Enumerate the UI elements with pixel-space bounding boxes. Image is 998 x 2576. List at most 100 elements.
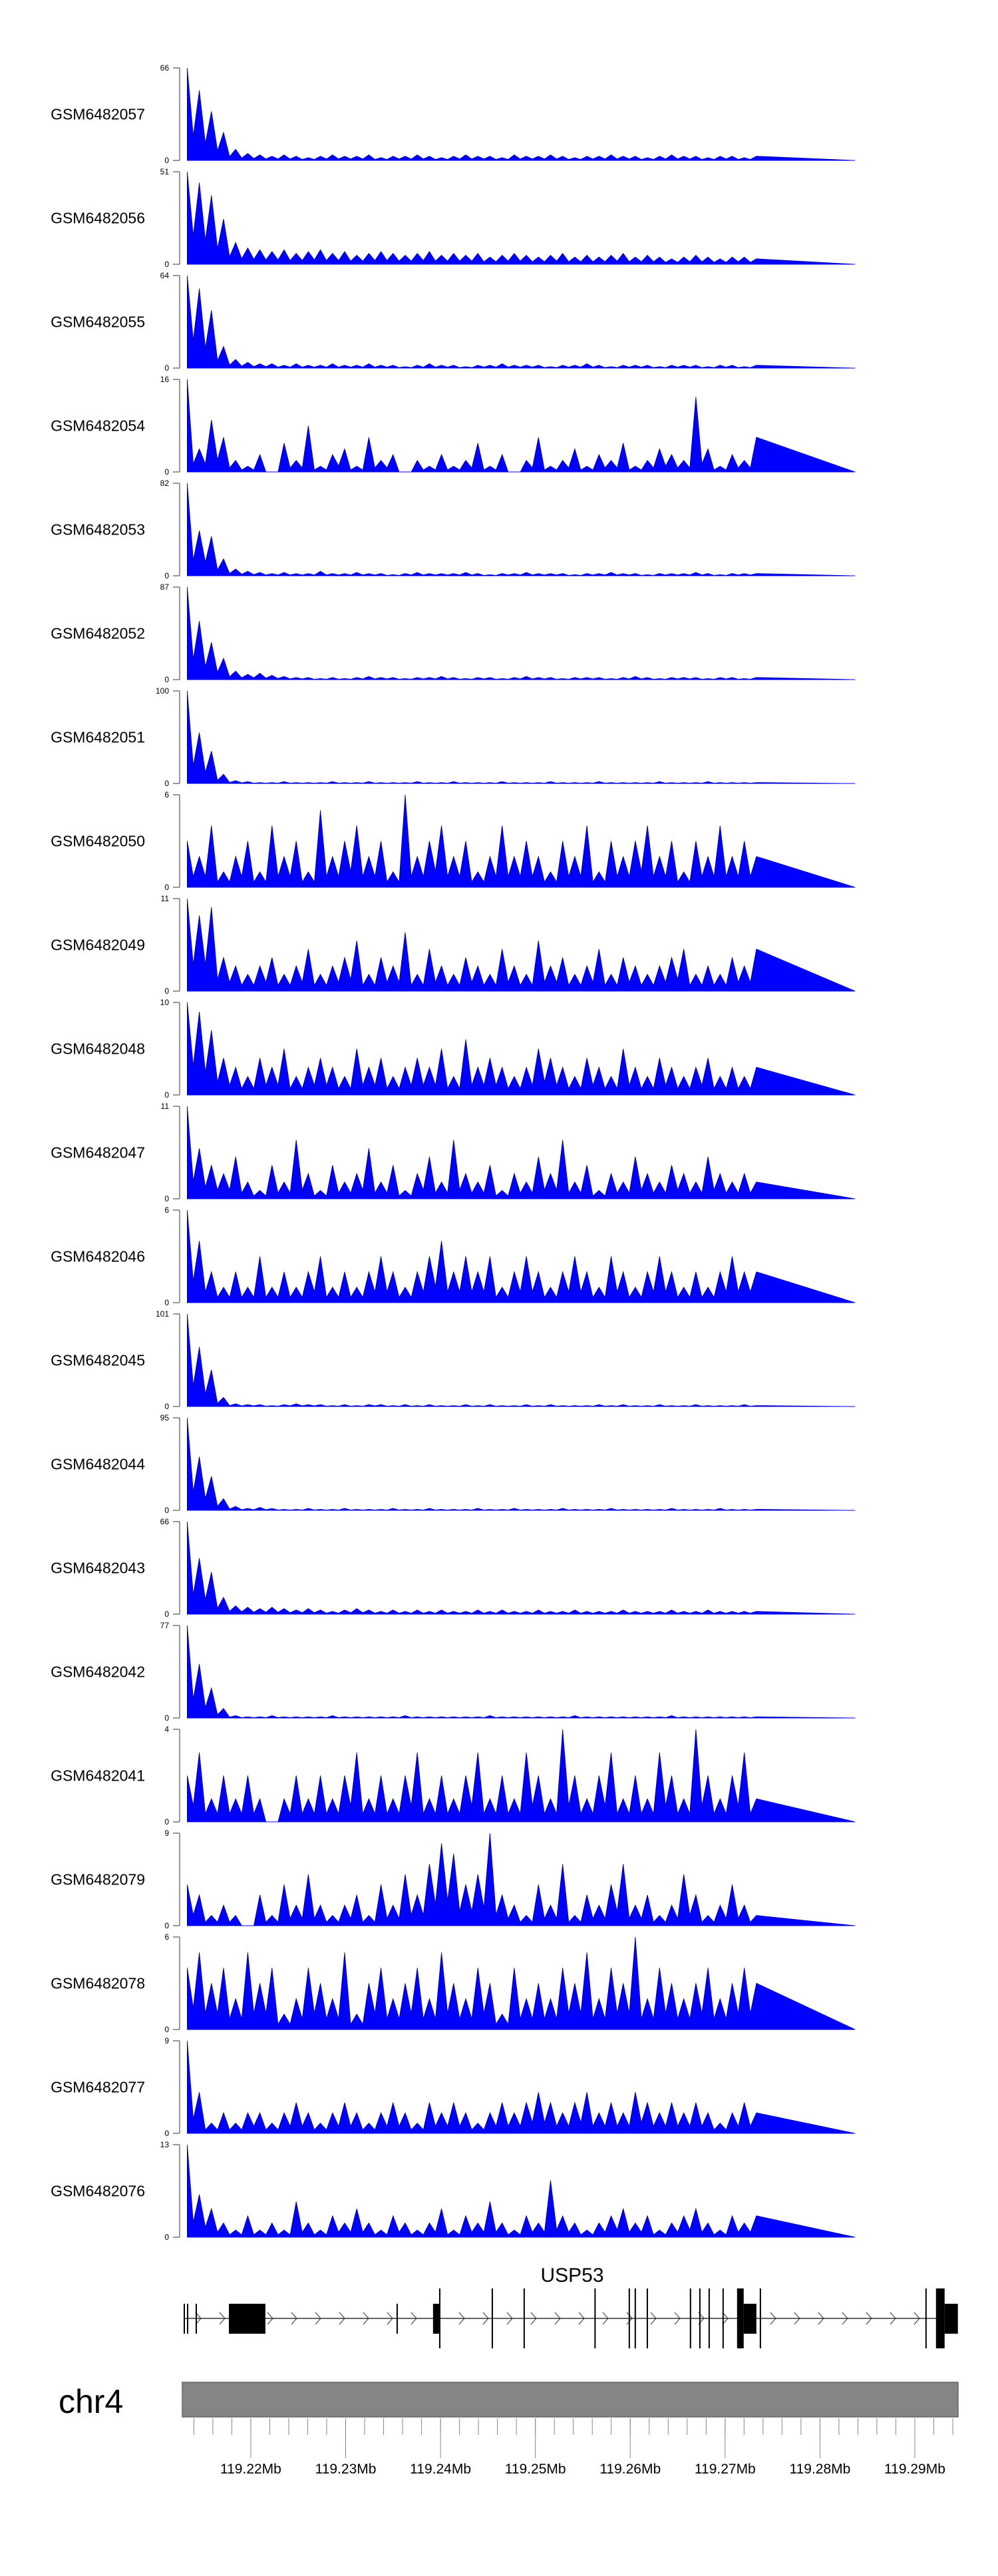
y-min-label: 0 (164, 260, 169, 269)
strand-arrow-icon (387, 2312, 393, 2325)
track-label: GSM6482051 (51, 729, 145, 746)
signal-area (187, 379, 856, 473)
track-label: GSM6482050 (51, 833, 145, 850)
strand-arrow-icon (219, 2312, 226, 2325)
x-tick-label: 119.27Mb (695, 2462, 756, 2477)
data-track: GSM6482055 64 0 (51, 271, 856, 373)
data-track: GSM6482077 9 0 (51, 2036, 856, 2138)
strand-arrow-icon (602, 2312, 609, 2325)
data-track: GSM6482079 9 0 (51, 1828, 856, 1930)
strand-arrow-icon (578, 2312, 585, 2325)
strand-arrow-icon (650, 2312, 657, 2325)
signal-area (187, 586, 856, 680)
signal-area (187, 690, 856, 784)
track-label: GSM6482043 (51, 1560, 145, 1577)
exon (935, 2288, 945, 2348)
strand-arrow-icon (482, 2312, 489, 2325)
strand-arrow-icon (914, 2312, 920, 2325)
exon (594, 2288, 596, 2348)
exon (689, 2288, 691, 2348)
data-track: GSM6482041 4 0 (51, 1725, 856, 1826)
signal-area (187, 1209, 856, 1303)
y-max-label: 66 (160, 63, 170, 73)
signal-area (187, 898, 856, 992)
signal-area (187, 483, 856, 576)
y-min-label: 0 (164, 1298, 169, 1307)
y-min-label: 0 (164, 2233, 169, 2242)
y-max-label: 13 (160, 2140, 170, 2149)
x-tick-label: 119.29Mb (884, 2462, 945, 2477)
exon (396, 2304, 398, 2334)
y-max-label: 4 (164, 1725, 169, 1734)
strand-arrow-icon (458, 2312, 465, 2325)
exon (438, 2288, 440, 2348)
data-track: GSM6482053 82 0 (51, 479, 856, 580)
y-min-label: 0 (164, 1194, 169, 1203)
strand-arrow-icon (554, 2312, 561, 2325)
strand-arrow-icon (530, 2312, 537, 2325)
y-max-label: 6 (164, 1205, 169, 1215)
signal-area (187, 1106, 856, 1199)
strand-arrow-icon (626, 2312, 633, 2325)
strand-arrow-icon (411, 2312, 417, 2325)
signal-area (187, 1313, 856, 1407)
track-label: GSM6482052 (51, 625, 145, 642)
strand-arrow-icon (291, 2312, 297, 2325)
chromosome-bar (182, 2382, 959, 2418)
exon (634, 2288, 636, 2348)
signal-area (187, 275, 856, 369)
y-min-label: 0 (164, 883, 169, 892)
exon (699, 2288, 701, 2348)
y-max-label: 66 (160, 1517, 170, 1526)
exon (183, 2304, 185, 2334)
track-label: GSM6482053 (51, 521, 145, 538)
y-min-label: 0 (164, 571, 169, 580)
signal-area (187, 1729, 856, 1823)
track-label: GSM6482041 (51, 1767, 145, 1785)
strand-arrow-icon (794, 2312, 800, 2325)
exon (523, 2288, 525, 2348)
signal-area (187, 1936, 856, 2030)
strand-arrow-icon (722, 2312, 729, 2325)
track-label: GSM6482047 (51, 1144, 145, 1162)
x-tick-label: 119.25Mb (505, 2462, 566, 2477)
strand-arrow-icon (339, 2312, 345, 2325)
exon (759, 2288, 761, 2348)
track-label: GSM6482042 (51, 1663, 145, 1681)
y-min-label: 0 (164, 2129, 169, 2138)
track-label: GSM6482076 (51, 2183, 145, 2200)
data-track: GSM6482047 11 0 (51, 1102, 856, 1203)
track-label: GSM6482057 (51, 106, 145, 123)
y-min-label: 0 (164, 1090, 169, 1100)
exon (432, 2304, 439, 2334)
y-max-label: 10 (160, 998, 170, 1007)
data-track: GSM6482054 16 0 (51, 375, 856, 477)
data-track: GSM6482076 13 0 (51, 2140, 856, 2242)
data-track: GSM6482045 101 0 (51, 1309, 856, 1411)
signal-area (187, 67, 856, 161)
data-track: GSM6482044 95 0 (51, 1413, 856, 1515)
y-min-label: 0 (164, 2025, 169, 2034)
chromosome-label: chr4 (59, 2383, 123, 2420)
track-label: GSM6482055 (51, 314, 145, 331)
genome-axis: chr4 119.22Mb 119.23Mb 119.24Mb 119.25Mb 119.… (59, 2382, 959, 2477)
data-track: GSM6482051 100 0 (51, 686, 856, 788)
x-tick-label: 119.23Mb (315, 2462, 377, 2477)
exon (944, 2304, 958, 2334)
exon (743, 2304, 756, 2334)
y-min-label: 0 (164, 779, 169, 788)
track-label: GSM6482056 (51, 210, 145, 227)
y-min-label: 0 (164, 1610, 169, 1619)
strand-arrow-icon (195, 2312, 202, 2325)
data-track: GSM6482043 66 0 (51, 1517, 856, 1619)
track-label: GSM6482045 (51, 1352, 145, 1369)
signal-area (187, 1521, 856, 1615)
exon (646, 2288, 648, 2348)
y-min-label: 0 (164, 1402, 169, 1411)
exon (229, 2304, 265, 2334)
y-max-label: 9 (164, 1828, 169, 1838)
gene-name: USP53 (540, 2264, 603, 2286)
data-track: GSM6482049 11 0 (51, 894, 856, 996)
y-max-label: 16 (160, 375, 170, 384)
